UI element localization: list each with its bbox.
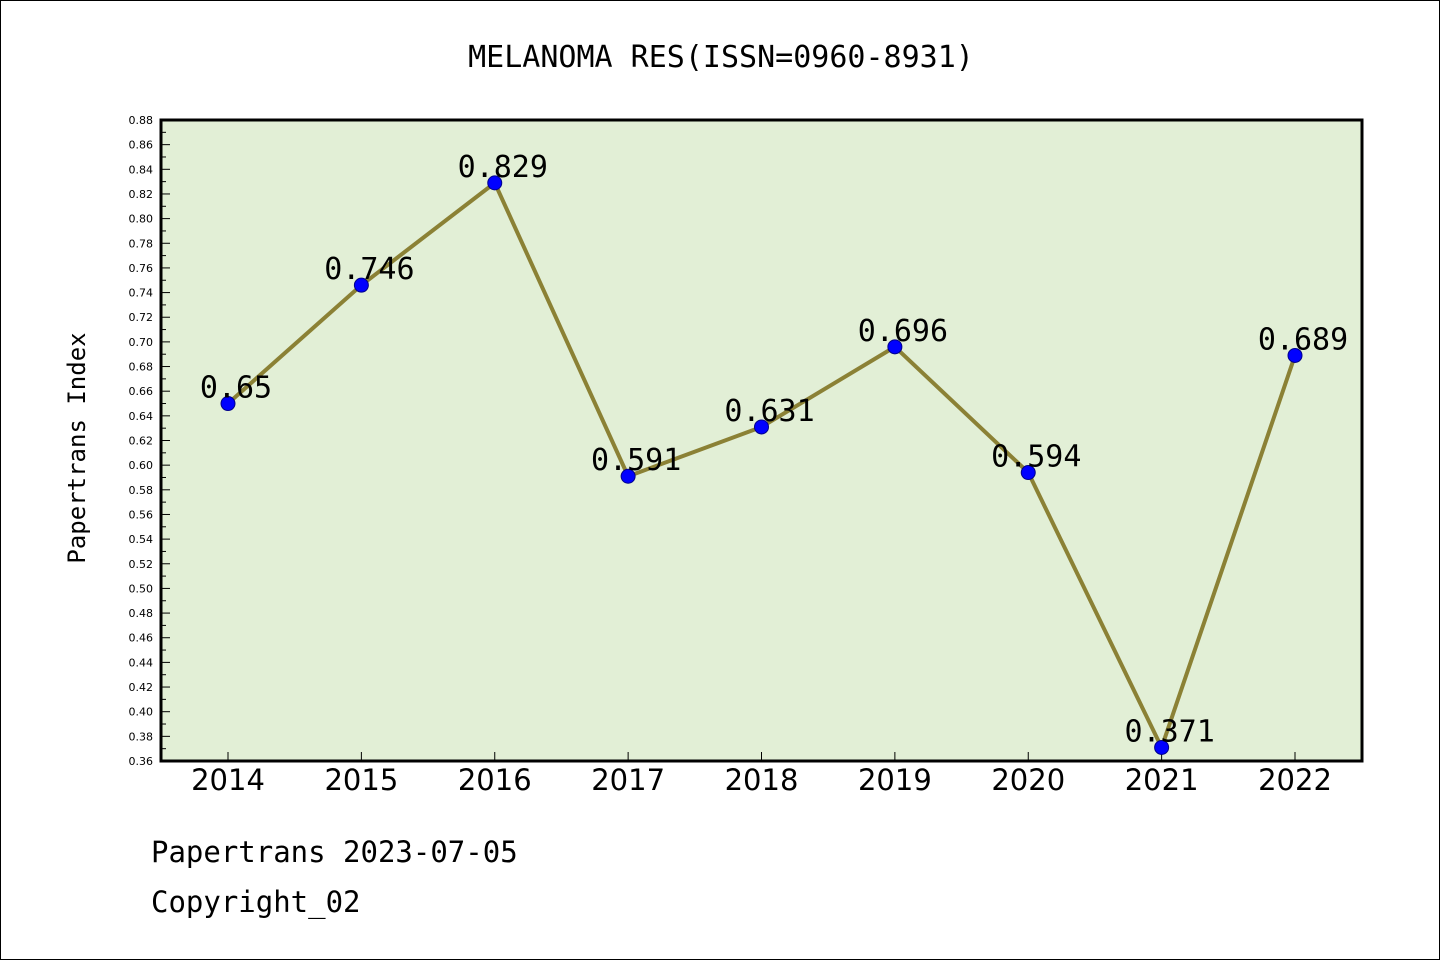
data-label: 0.591 (591, 443, 681, 478)
y-tick-label: 0.58 (129, 484, 154, 497)
data-label: 0.65 (200, 371, 272, 406)
y-tick-label: 0.48 (129, 607, 154, 620)
y-tick-label: 0.44 (129, 656, 154, 669)
y-tick-label: 0.36 (129, 755, 154, 768)
y-tick-label: 0.54 (129, 533, 154, 546)
y-tick-label: 0.66 (129, 385, 154, 398)
data-label: 0.631 (724, 394, 814, 429)
y-axis-ticks: 0.36 0.38 0.40 0.42 0.44 0.46 0.48 0.50 0.52 0.54… (129, 114, 170, 768)
y-tick-label: 0.74 (129, 287, 154, 300)
plot-area (159, 118, 1364, 763)
y-tick-label: 0.62 (129, 435, 154, 448)
data-point (1287, 347, 1303, 363)
y-tick-label: 0.46 (129, 632, 154, 645)
x-axis-ticks: 2014 2015 2016 2017 2018 2019 2020 2021 2022 (191, 752, 1332, 797)
x-tick-label: 2014 (191, 763, 265, 797)
data-point (1154, 739, 1170, 755)
chart-title: MELANOMA RES(ISSN=0960-8931) (468, 40, 974, 75)
y-tick-label: 0.42 (129, 681, 154, 694)
y-tick-label: 0.68 (129, 361, 154, 374)
y-tick-label: 0.52 (129, 558, 154, 571)
footer-copyright: Copyright_02 (151, 885, 361, 919)
data-point (487, 175, 503, 191)
data-point (1020, 465, 1036, 481)
data-point (754, 419, 769, 435)
data-label: 0.696 (858, 314, 948, 349)
data-point (620, 468, 636, 484)
x-tick-label: 2020 (991, 763, 1065, 797)
data-point (353, 277, 369, 293)
data-label: 0.829 (458, 150, 548, 185)
x-tick-label: 2015 (324, 763, 398, 797)
x-tick-label: 2022 (1258, 763, 1332, 797)
series: 0.65 0.746 0.829 0.591 0.631 0.696 0.594 0.371 0… (200, 150, 1348, 755)
data-label: 0.746 (324, 252, 414, 287)
y-tick-label: 0.82 (129, 188, 154, 201)
y-tick-label: 0.64 (129, 410, 154, 423)
x-tick-label: 2018 (725, 763, 799, 797)
data-label: 0.371 (1124, 714, 1214, 749)
x-tick-label: 2016 (458, 763, 532, 797)
y-tick-label: 0.60 (129, 459, 154, 472)
data-point (887, 339, 903, 355)
y-tick-label: 0.70 (129, 336, 154, 349)
x-tick-label: 2019 (858, 763, 932, 797)
y-tick-label: 0.38 (129, 730, 154, 743)
y-tick-label: 0.80 (129, 213, 154, 226)
y-tick-label: 0.50 (129, 582, 154, 595)
y-axis-label: Papertrans Index (63, 332, 91, 563)
x-tick-label: 2021 (1125, 763, 1199, 797)
y-tick-label: 0.86 (129, 139, 154, 152)
footer-source: Papertrans 2023-07-05 (151, 835, 518, 869)
y-tick-label: 0.84 (129, 163, 154, 176)
y-tick-label: 0.76 (129, 262, 154, 275)
x-tick-label: 2017 (591, 763, 665, 797)
y-tick-label: 0.88 (129, 114, 154, 127)
y-tick-label: 0.78 (129, 237, 154, 250)
y-tick-label: 0.40 (129, 706, 154, 719)
data-label: 0.594 (991, 440, 1081, 475)
data-label: 0.689 (1258, 322, 1348, 357)
data-point (220, 396, 236, 412)
y-tick-label: 0.56 (129, 508, 154, 521)
y-tick-label: 0.72 (129, 311, 154, 324)
